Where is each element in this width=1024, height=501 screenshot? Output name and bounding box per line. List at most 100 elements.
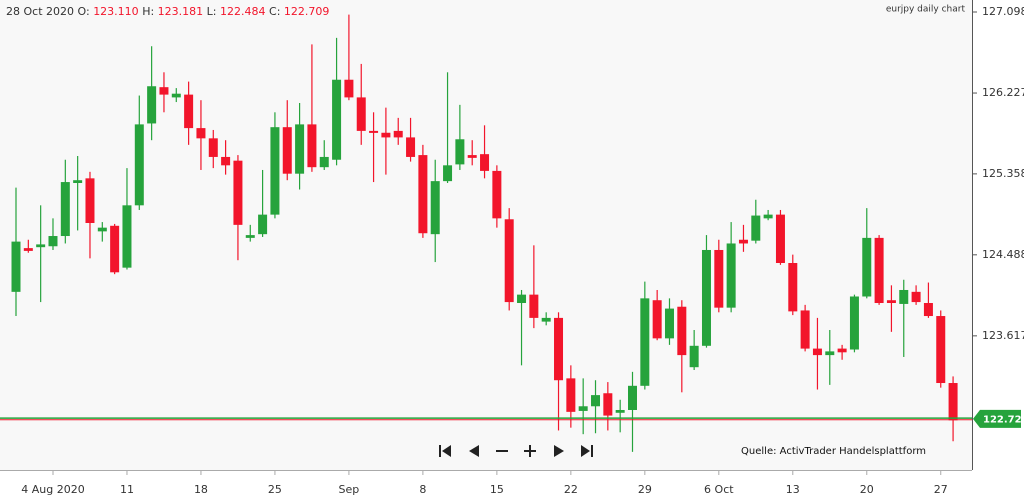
- candle-body: [504, 219, 514, 303]
- ohlc-header: 28 Oct 2020 O: 123.110 H: 123.181 L: 122…: [6, 5, 329, 18]
- candle-body: [763, 214, 773, 219]
- candle-body: [775, 214, 785, 264]
- x-tick-label: 13: [786, 483, 800, 496]
- candle-body: [788, 263, 798, 312]
- candle-body: [480, 154, 490, 171]
- candle-body: [369, 130, 379, 133]
- candle-body: [233, 160, 243, 225]
- candle-body: [726, 243, 736, 308]
- candle-body: [134, 124, 144, 206]
- candle-body: [714, 249, 724, 308]
- candle-body: [60, 182, 70, 237]
- candle-body: [862, 237, 872, 297]
- candle-body: [11, 241, 21, 292]
- last-price-label: 122.724: [983, 414, 1024, 425]
- candle-body: [85, 178, 95, 223]
- candle-body: [529, 294, 539, 318]
- candle-body: [578, 406, 588, 411]
- candle-body: [628, 385, 637, 410]
- candle-body: [23, 248, 33, 251]
- candle-body: [923, 303, 933, 317]
- y-tick-label: 126.227: [982, 86, 1024, 99]
- plot-background: [0, 0, 972, 470]
- y-tick-label: 127.098: [982, 5, 1024, 18]
- x-tick-label: 25: [268, 483, 282, 496]
- x-tick-label: Sep: [339, 483, 360, 496]
- candle-body: [443, 165, 453, 182]
- candle-body: [603, 393, 613, 416]
- candle-body: [221, 156, 231, 166]
- x-tick-label: 20: [860, 483, 874, 496]
- candle-body: [430, 181, 440, 235]
- header-field-label: L:: [207, 5, 217, 18]
- candle-body: [837, 348, 847, 353]
- y-tick-label: 124.488: [982, 248, 1024, 261]
- candle-body: [282, 127, 292, 174]
- y-tick-label: 123.617: [982, 329, 1024, 342]
- candle-body: [332, 79, 342, 160]
- candle-body: [566, 378, 576, 412]
- zoom-out-button[interactable]: [494, 443, 510, 459]
- x-tick-label: 4 Aug 2020: [21, 483, 84, 496]
- candle-body: [258, 214, 268, 235]
- candle-body: [393, 130, 403, 138]
- go-end-button[interactable]: [579, 443, 595, 459]
- candle-body: [640, 298, 650, 386]
- candle-body: [381, 132, 391, 138]
- candle-body: [319, 156, 329, 168]
- candle-body: [874, 237, 884, 304]
- header-field-value: 122.709: [284, 5, 330, 18]
- last-price-badge: [973, 409, 1021, 428]
- zoom-in-button[interactable]: [522, 443, 538, 459]
- step-forward-button[interactable]: [550, 443, 566, 459]
- y-tick-label: 125.358: [982, 167, 1024, 180]
- header-field-value: 123.181: [158, 5, 204, 18]
- header-field-label: O:: [78, 5, 90, 18]
- candle-body: [295, 124, 305, 174]
- candle-body: [147, 86, 157, 124]
- candle-body: [467, 155, 477, 158]
- candle-body: [615, 409, 625, 413]
- candle-body: [652, 300, 662, 339]
- candle-body: [591, 395, 601, 407]
- candle-body: [406, 137, 416, 157]
- candle-body: [911, 291, 921, 303]
- x-tick-label: 8: [419, 483, 426, 496]
- candle-body: [541, 317, 551, 322]
- candle-body: [849, 296, 859, 350]
- candle-body: [936, 316, 946, 384]
- x-tick-label: 15: [490, 483, 504, 496]
- step-back-button[interactable]: [466, 443, 482, 459]
- candle-body: [701, 249, 711, 346]
- candle-body: [738, 239, 748, 244]
- candle-body: [356, 97, 366, 131]
- candle-body: [689, 345, 699, 368]
- candle-body: [664, 308, 674, 339]
- candle-body: [554, 317, 564, 381]
- go-start-button[interactable]: [437, 443, 453, 459]
- candle-body: [171, 93, 181, 98]
- candle-body: [73, 180, 83, 183]
- candle-body: [196, 128, 206, 139]
- candle-body: [886, 300, 896, 304]
- header-date: 28 Oct 2020: [6, 5, 74, 18]
- candle-body: [110, 225, 120, 273]
- candle-body: [245, 235, 255, 238]
- x-tick-label: 29: [638, 483, 652, 496]
- candle-body: [159, 87, 169, 95]
- candle-body: [751, 215, 761, 241]
- header-field-value: 122.484: [220, 5, 266, 18]
- candle-body: [270, 127, 280, 215]
- candle-body: [517, 294, 527, 304]
- x-tick-label: 11: [120, 483, 134, 496]
- candle-body: [48, 236, 58, 247]
- candle-body: [184, 94, 194, 129]
- candle-body: [344, 79, 354, 98]
- header-field-label: H:: [142, 5, 154, 18]
- toolbar: [437, 443, 595, 459]
- candle-body: [677, 306, 687, 356]
- candle-body: [97, 227, 107, 232]
- chart-title: eurjpy daily chart: [886, 5, 966, 15]
- candle-body: [948, 383, 958, 421]
- candle-body: [455, 139, 465, 165]
